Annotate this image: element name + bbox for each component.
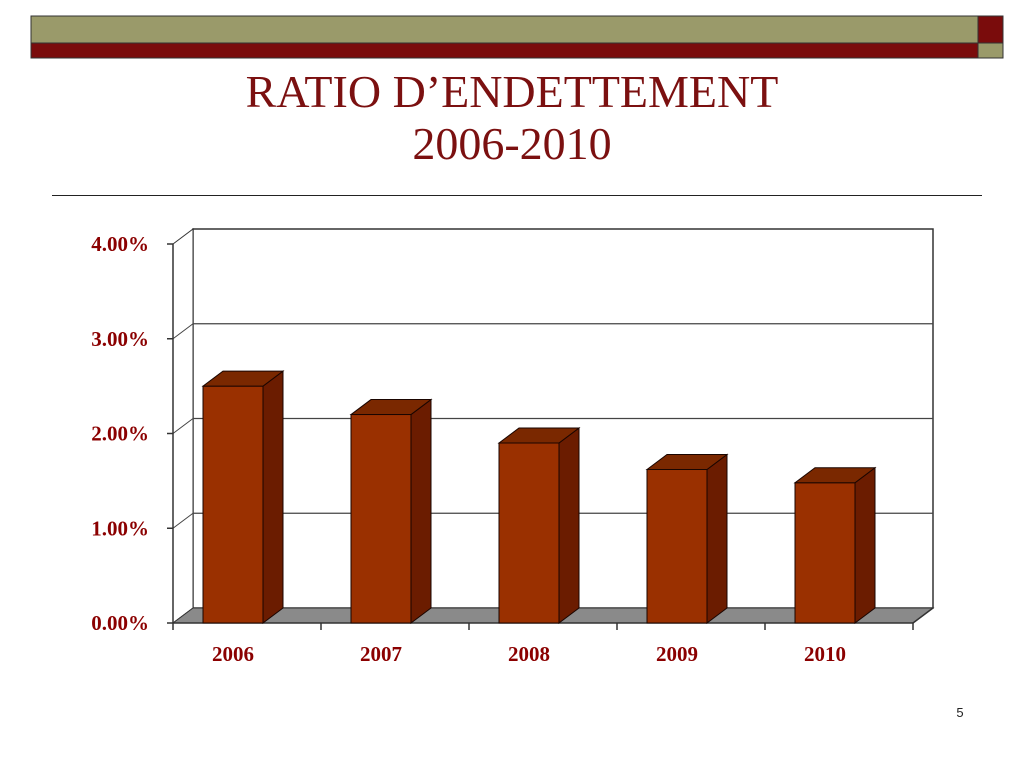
y-tick-label: 4.00% (91, 232, 149, 256)
bar-top (349, 399, 433, 416)
banner-maroon-square (977, 15, 1004, 44)
x-tick-label: 2007 (360, 642, 402, 666)
bar-front (794, 482, 856, 624)
banner-olive-square (977, 42, 1004, 59)
bar-front (498, 442, 560, 624)
bar-top (793, 467, 877, 484)
gridline-side (172, 512, 194, 529)
bar-front (350, 414, 412, 624)
gridline-side (172, 418, 194, 434)
gridline-side (172, 323, 194, 340)
bar-side (706, 453, 728, 624)
bar-top (497, 427, 581, 444)
y-tick-label: 0.00% (91, 611, 149, 635)
title-line-1: RATIO D’ENDETTEMENT (245, 66, 779, 117)
title-divider (52, 195, 982, 196)
x-tick-label: 2008 (508, 642, 550, 666)
bar-side (854, 466, 876, 624)
banner-olive-stripe (30, 15, 979, 44)
bar-front (202, 385, 264, 624)
x-tick-label: 2006 (212, 642, 254, 666)
bar-side (262, 370, 284, 624)
banner-maroon-stripe (30, 42, 979, 59)
y-tick-label: 2.00% (91, 422, 149, 446)
x-tick-label: 2009 (656, 642, 698, 666)
bar-front (646, 469, 708, 624)
slide-title: RATIO D’ENDETTEMENT 2006-2010 (0, 66, 1024, 170)
x-tick-label: 2010 (804, 642, 846, 666)
bar-top (645, 454, 729, 471)
y-tick-label: 3.00% (91, 327, 149, 351)
floor-edge (912, 607, 934, 624)
bar-side (558, 426, 580, 624)
debt-ratio-chart: 0.00% 1.00% 2.00% 3.00% 4.00% 2006 2007 2008 200… (91, 228, 935, 666)
title-line-2: 2006-2010 (412, 118, 612, 169)
slide-number: 5 (956, 705, 964, 720)
y-tick-label: 1.00% (91, 516, 149, 540)
bar-top (201, 370, 285, 387)
header-banner (30, 15, 1004, 59)
bar-side (410, 398, 432, 624)
